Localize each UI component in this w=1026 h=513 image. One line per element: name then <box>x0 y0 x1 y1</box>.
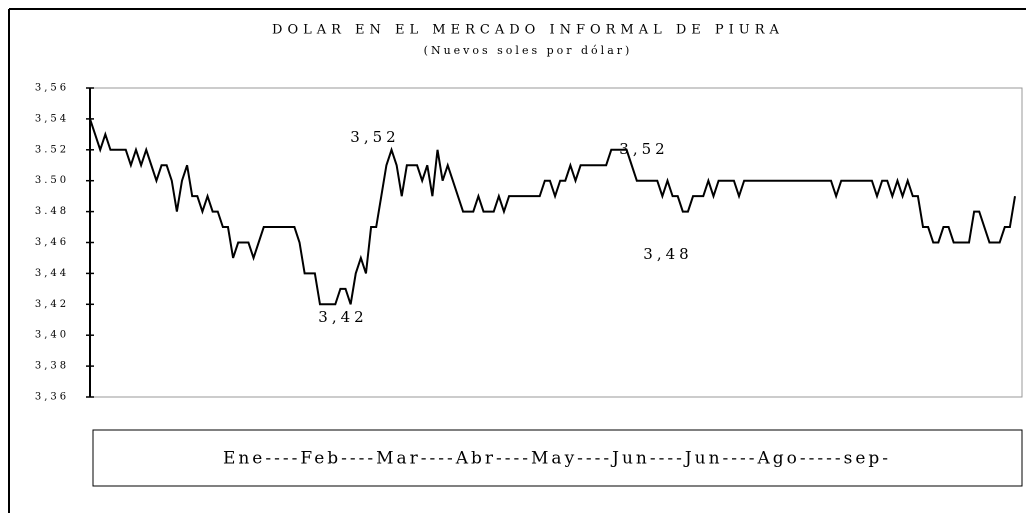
y-tick-label: 3,40 <box>35 330 69 341</box>
y-tick-label: 3,36 <box>35 392 69 403</box>
annotation: 3,42 <box>318 308 367 326</box>
y-tick-label: 3,42 <box>35 299 69 310</box>
y-tick-label: 3.50 <box>35 175 69 186</box>
x-axis-label: Ene----Feb----Mar----Abr----May----Jun--… <box>223 449 891 469</box>
y-tick-label: 3,54 <box>35 113 69 124</box>
chart-title: DOLAR EN EL MERCADO INFORMAL DE PIURA <box>272 23 784 38</box>
x-label-box <box>92 429 1023 487</box>
annotation: 3,52 <box>350 128 399 146</box>
annotation: 3,48 <box>643 245 692 263</box>
y-tick-label: 3,46 <box>35 237 69 248</box>
y-tick-label: 3.48 <box>35 206 69 217</box>
y-tick-label: 3.52 <box>35 144 69 155</box>
y-tick-label: 3,56 <box>35 83 69 94</box>
chart-subtitle: (Nuevos soles por dólar) <box>424 44 633 57</box>
y-tick-label: 3,44 <box>35 268 69 279</box>
data-line <box>89 118 1016 306</box>
annotation: 3,52 <box>619 140 668 158</box>
y-tick-label: 3,38 <box>35 361 69 372</box>
